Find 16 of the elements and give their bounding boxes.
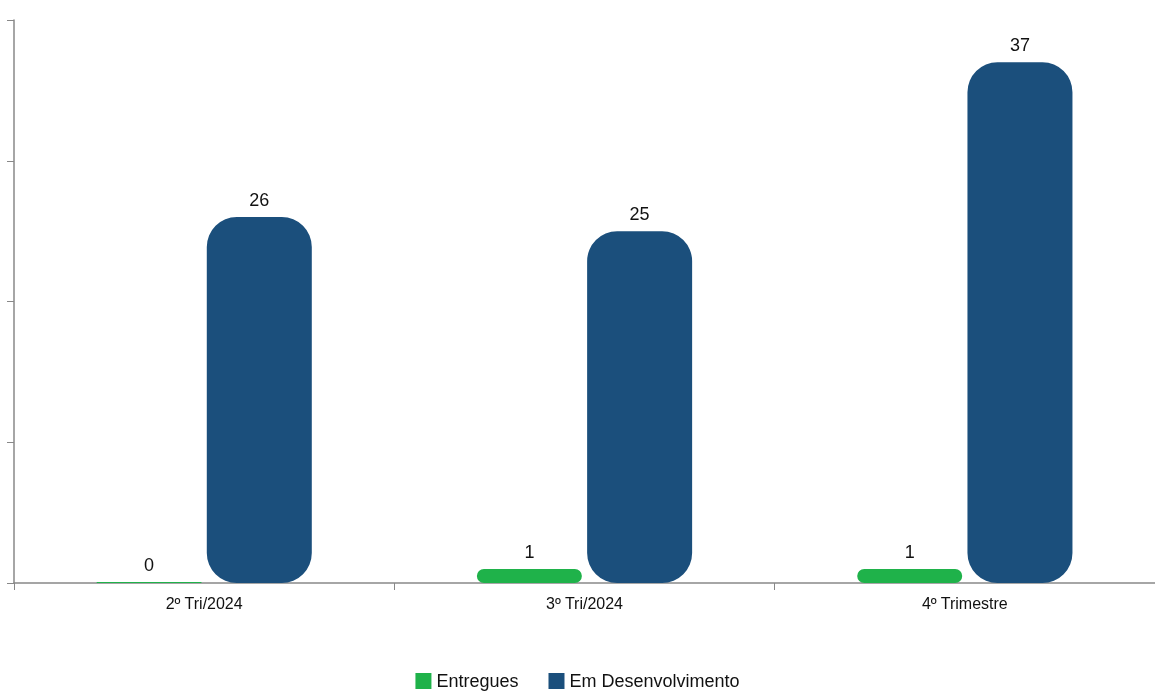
data-label: 1 [524, 541, 535, 562]
bar [476, 568, 582, 583]
data-label: 0 [144, 555, 155, 575]
bar [206, 217, 312, 583]
legend-label: Entregues [436, 671, 519, 691]
bar [587, 231, 693, 583]
legend-label: Em Desenvolvimento [569, 671, 740, 691]
x-tick-label: 4º Trimestre [921, 594, 1008, 612]
data-label: 25 [629, 204, 650, 225]
data-label: 26 [249, 190, 270, 211]
x-tick-label: 3º Tri/2024 [546, 594, 624, 612]
bar [967, 62, 1073, 583]
data-label: 1 [904, 541, 915, 562]
x-tick-label: 2º Tri/2024 [165, 594, 243, 612]
bar [857, 568, 963, 583]
data-label: 37 [1009, 35, 1030, 56]
